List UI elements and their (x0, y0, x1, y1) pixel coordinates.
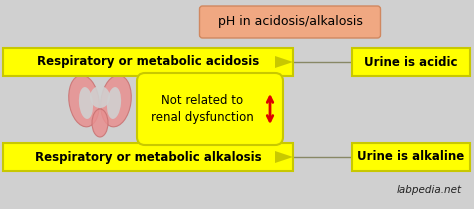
Polygon shape (275, 56, 293, 68)
Ellipse shape (100, 75, 131, 127)
FancyBboxPatch shape (3, 48, 293, 76)
Ellipse shape (90, 86, 110, 108)
Text: Urine is alkaline: Urine is alkaline (357, 150, 465, 163)
FancyBboxPatch shape (352, 143, 470, 171)
FancyBboxPatch shape (352, 48, 470, 76)
Text: Urine is acidic: Urine is acidic (364, 56, 458, 69)
FancyBboxPatch shape (137, 73, 283, 145)
Polygon shape (275, 151, 293, 163)
Text: labpedia.net: labpedia.net (397, 185, 462, 195)
Text: pH in acidosis/alkalosis: pH in acidosis/alkalosis (218, 15, 363, 28)
Ellipse shape (69, 75, 99, 127)
Text: Respiratory or metabolic acidosis: Respiratory or metabolic acidosis (37, 56, 259, 69)
Text: Respiratory or metabolic alkalosis: Respiratory or metabolic alkalosis (35, 150, 261, 163)
Text: renal dysfunction: renal dysfunction (151, 111, 254, 124)
Ellipse shape (107, 87, 121, 119)
FancyBboxPatch shape (3, 143, 293, 171)
Text: Not related to: Not related to (161, 94, 243, 107)
FancyBboxPatch shape (200, 6, 381, 38)
Ellipse shape (92, 109, 108, 137)
Ellipse shape (79, 87, 93, 119)
